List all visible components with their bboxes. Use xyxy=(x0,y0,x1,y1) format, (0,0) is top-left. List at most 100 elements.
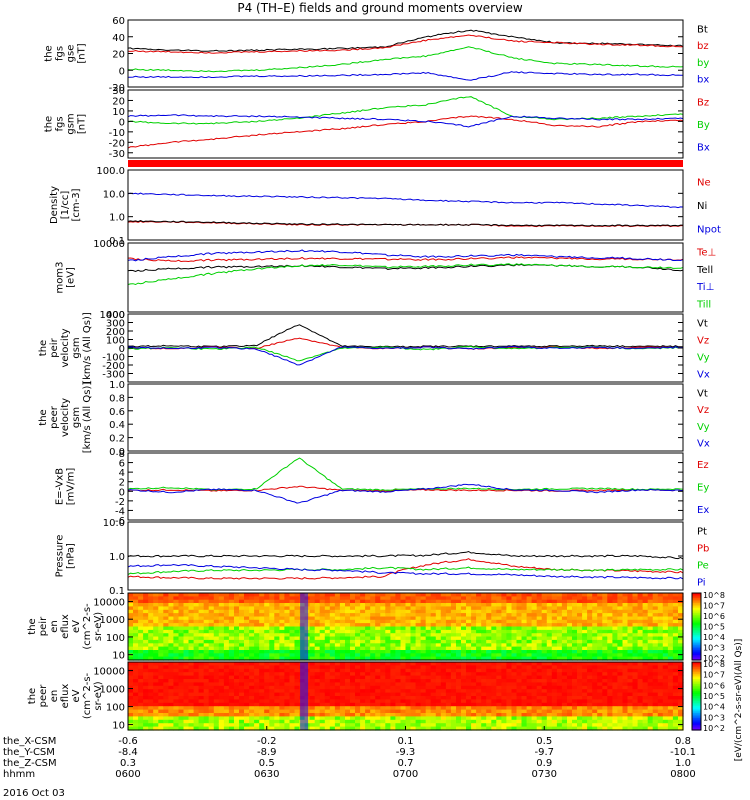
heatmap-cell xyxy=(264,675,270,680)
heatmap-cell xyxy=(647,665,654,670)
heatmap-cell xyxy=(461,639,467,644)
series-line-By xyxy=(127,96,684,125)
heatmap-cell xyxy=(198,682,205,687)
heatmap-cell xyxy=(178,646,185,651)
heatmap-cell xyxy=(678,699,684,704)
y-tick-label: 0.2 xyxy=(109,434,125,445)
heatmap-cell xyxy=(486,653,492,658)
heatmap-cell xyxy=(481,593,487,597)
heatmap-cell xyxy=(612,629,618,634)
heatmap-cell xyxy=(425,609,432,614)
heatmap-cell xyxy=(546,709,553,714)
heatmap-cell xyxy=(289,650,296,654)
heatmap-cell xyxy=(279,596,285,601)
heatmap-cell xyxy=(360,696,366,700)
y-tick-label: -20 xyxy=(109,138,125,149)
heatmap-cell xyxy=(637,606,644,611)
colorbar-swatch xyxy=(692,636,701,639)
heatmap-cell xyxy=(234,709,240,714)
heatmap-cell xyxy=(390,603,396,607)
heatmap-cell xyxy=(461,623,467,628)
heatmap-cell xyxy=(592,626,598,631)
heatmap-cell xyxy=(471,719,477,724)
heatmap-cell xyxy=(662,639,669,644)
heatmap-cell xyxy=(521,646,528,651)
heatmap-cell xyxy=(163,593,169,597)
heatmap-cell xyxy=(551,716,558,721)
heatmap-cell xyxy=(466,596,472,601)
heatmap-cell xyxy=(440,706,447,711)
heatmap-cell xyxy=(309,609,316,614)
heatmap-cell xyxy=(274,702,280,707)
heatmap-cell xyxy=(567,702,573,707)
colorbar-swatch xyxy=(692,623,701,626)
heatmap-cell xyxy=(541,702,548,707)
heatmap-cell xyxy=(370,606,376,611)
heatmap-cell xyxy=(536,599,543,604)
heatmap-cell xyxy=(435,719,442,724)
heatmap-cell xyxy=(486,726,492,731)
heatmap-cell xyxy=(667,606,674,611)
heatmap-cell xyxy=(254,623,260,628)
heatmap-cell xyxy=(637,665,644,670)
heatmap-cell xyxy=(486,679,492,683)
heatmap-cell xyxy=(355,619,361,624)
legend-Pt: Pt xyxy=(697,527,707,538)
heatmap-cell xyxy=(234,723,240,728)
heatmap-cell xyxy=(556,709,563,714)
heatmap-cell xyxy=(435,636,442,641)
heatmap-cell xyxy=(622,679,629,683)
heatmap-cell xyxy=(445,709,452,714)
heatmap-cell xyxy=(506,619,512,624)
heatmap-cell xyxy=(592,609,598,614)
heatmap-cell xyxy=(587,665,593,670)
heatmap-cell xyxy=(400,685,407,690)
y-tick-label: 100 xyxy=(106,633,125,644)
heatmap-cell xyxy=(370,616,376,621)
heatmap-cell xyxy=(203,643,210,648)
heatmap-cell xyxy=(582,606,588,611)
heatmap-cell xyxy=(178,643,185,648)
heatmap-cell xyxy=(380,636,386,641)
heatmap-cell xyxy=(652,716,659,721)
heatmap-cell xyxy=(667,702,674,707)
heatmap-cell xyxy=(193,662,200,666)
heatmap-cell xyxy=(178,619,185,624)
heatmap-cell xyxy=(143,665,149,670)
heatmap-cell xyxy=(597,675,603,680)
heatmap-cell xyxy=(481,682,487,687)
heatmap-cell xyxy=(228,709,235,714)
heatmap-cell xyxy=(218,699,225,704)
heatmap-cell xyxy=(607,613,613,618)
heatmap-cell xyxy=(183,596,190,601)
heatmap-cell xyxy=(662,662,669,666)
heatmap-cell xyxy=(198,665,205,670)
heatmap-cell xyxy=(526,706,533,711)
heatmap-cell xyxy=(541,613,548,618)
heatmap-cell xyxy=(471,665,477,670)
heatmap-cell xyxy=(319,702,326,707)
heatmap-cell xyxy=(481,629,487,634)
heatmap-cell xyxy=(541,689,548,694)
heatmap-cell xyxy=(678,639,684,644)
heatmap-cell xyxy=(400,668,407,673)
heatmap-cell xyxy=(526,623,533,628)
heatmap-cell xyxy=(228,599,235,604)
heatmap-cell xyxy=(355,706,361,711)
heatmap-cell xyxy=(228,653,235,658)
heatmap-cell xyxy=(617,593,623,597)
heatmap-cell xyxy=(481,596,487,601)
heatmap-cell xyxy=(435,643,442,648)
heatmap-cell xyxy=(138,603,144,607)
heatmap-cell xyxy=(350,619,356,624)
heatmap-cell xyxy=(466,699,472,704)
y-tick-label: -10 xyxy=(109,128,125,139)
heatmap-cell xyxy=(415,616,422,621)
heatmap-cell xyxy=(445,633,452,638)
heatmap-cell xyxy=(678,626,684,631)
heatmap-cell xyxy=(602,643,608,648)
heatmap-cell xyxy=(269,706,275,711)
heatmap-cell xyxy=(420,682,427,687)
heatmap-cell xyxy=(481,713,487,717)
heatmap-cell xyxy=(259,696,265,700)
